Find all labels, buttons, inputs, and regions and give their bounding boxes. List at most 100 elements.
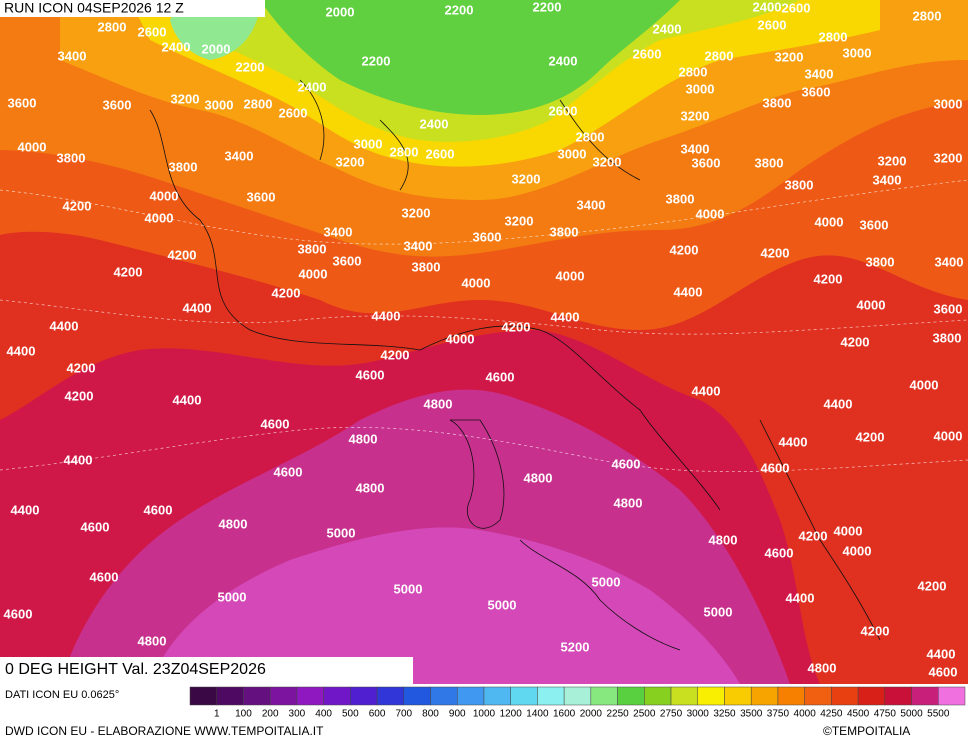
contour-label: 3800 [57,150,86,165]
contour-label: 3600 [333,253,362,268]
contour-label: 4200 [272,285,301,300]
legend-swatch [216,686,244,706]
contour-label: 3400 [324,224,353,239]
legend-swatch [831,686,859,706]
contour-label: 4800 [138,633,167,648]
legend-swatch [537,686,565,706]
contour-label: 5000 [218,589,247,604]
contour-label: 3000 [686,81,715,96]
contour-label: 3200 [681,108,710,123]
contour-label: 2400 [298,79,327,94]
contour-label: 3200 [171,91,200,106]
contour-label: 2400 [753,0,782,14]
contour-label: 4200 [381,347,410,362]
contour-label: 2400 [420,116,449,131]
legend-swatch [350,686,378,706]
contour-label: 2000 [326,4,355,19]
contour-label: 4600 [261,416,290,431]
contour-label: 3600 [247,189,276,204]
contour-label: 4600 [81,519,110,534]
legend-swatch [189,686,217,706]
contour-label: 2400 [549,53,578,68]
contour-label: 3600 [692,155,721,170]
contour-label: 4000 [145,210,174,225]
legend-label: 2500 [633,709,656,720]
legend-swatch [510,686,538,706]
contour-label: 3600 [8,95,37,110]
contour-label: 4400 [786,590,815,605]
contour-label: 2000 [202,41,231,56]
contour-label: 4800 [424,396,453,411]
legend-swatch [670,686,699,706]
legend-swatch [590,686,618,706]
contour-label: 4400 [50,318,79,333]
contour-label: 4800 [356,480,385,495]
legend-label: 4250 [820,709,843,720]
contour-label: 3400 [873,172,902,187]
contour-label: 2800 [819,29,848,44]
contour-label: 4800 [524,470,553,485]
contour-label: 3400 [935,254,964,269]
contour-label: 4200 [670,242,699,257]
contour-label: 3800 [933,330,962,345]
contour-label: 2800 [244,96,273,111]
contour-label: 4800 [349,431,378,446]
contour-label: 3000 [934,96,963,111]
contour-label: 4000 [857,297,886,312]
contour-label: 2200 [533,0,562,14]
contour-label: 4200 [114,264,143,279]
legend-label: 2250 [606,709,629,720]
contour-label: 3200 [512,171,541,186]
contour-label: 4200 [814,271,843,286]
legend-swatch [911,686,939,706]
legend-label: 4000 [794,709,817,720]
legend-label: 600 [369,709,386,720]
legend-swatch [296,686,324,706]
legend-label: 2000 [580,709,603,720]
contour-label: 4600 [486,369,515,384]
region-green [260,0,680,115]
run-box [0,0,265,17]
contour-label: 3200 [934,150,963,165]
coastlines [149,79,881,651]
contour-label: 4800 [808,660,837,675]
contour-label: 4400 [674,284,703,299]
contour-label: 4400 [551,309,580,324]
legend-label: 3250 [713,709,736,720]
contour-labels: 2000 2200 2200 2400 2600 2800 2800 2600 2400 2000… [4,0,964,679]
contour-label: 4000 [843,543,872,558]
contour-label: 5000 [488,597,517,612]
contour-label: 2800 [576,129,605,144]
contour-label: 4600 [90,569,119,584]
contour-label: 4000 [18,139,47,154]
contour-label: 4200 [918,578,947,593]
contour-label: 3800 [763,95,792,110]
legend-swatch [403,686,431,706]
source: DATI ICON EU 0.0625° [5,689,119,701]
contour-label: 2600 [426,146,455,161]
contour-label: 3800 [298,241,327,256]
legend-swatch [724,686,752,706]
legend-swatch [697,686,725,706]
contour-label: 4200 [856,429,885,444]
legend-swatch [617,686,645,706]
contour-label: 4000 [556,268,585,283]
contour-label: 3800 [550,224,579,239]
contour-label: 4600 [765,545,794,560]
legend: 1 100 200 300 400 500 600 700 800 900 1000 1200 1400… [189,686,966,720]
contour-label: 2600 [138,24,167,39]
legend-label: 3500 [740,709,763,720]
contour-label: 4200 [168,247,197,262]
contour-label: 4400 [824,396,853,411]
contour-label: 2200 [362,53,391,68]
contour-label: 2600 [758,17,787,32]
contour-label: 5200 [561,639,590,654]
contour-label: 4000 [910,377,939,392]
contour-label: 2400 [653,21,682,36]
contour-label: 4400 [692,383,721,398]
legend-swatch [938,686,966,706]
contour-label: 3000 [354,136,383,151]
contour-label: 3400 [577,197,606,212]
